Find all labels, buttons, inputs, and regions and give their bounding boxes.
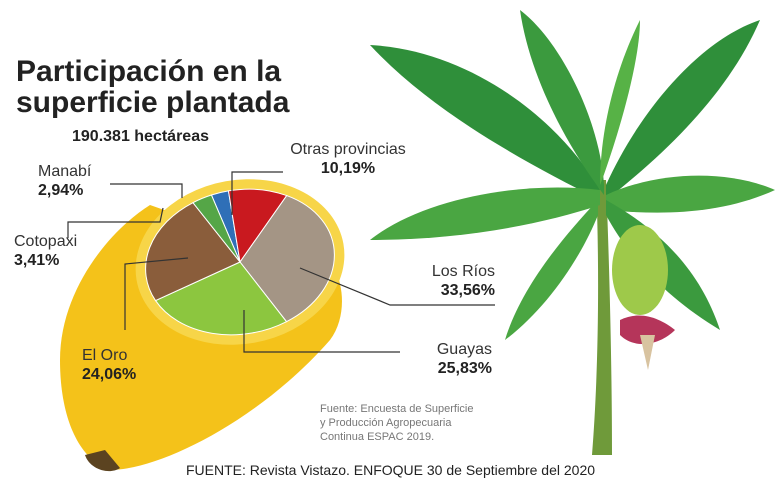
leader-lines	[67, 171, 495, 353]
category-name: Manabí	[38, 163, 92, 180]
value-label: 25,83%	[437, 360, 492, 377]
value-label: 10,19%	[320, 160, 376, 177]
chart-subtitle: 190.381 hectáreas	[72, 128, 209, 145]
value-label: 24,06%	[82, 366, 137, 383]
slice-label: Manabí 2,94%	[38, 162, 128, 200]
category-name: El Oro	[82, 347, 128, 364]
value-label: 33,56%	[440, 282, 495, 299]
pie-slice	[192, 194, 241, 263]
slice-label: Guayas 25,83%	[392, 340, 492, 378]
banana-plant	[370, 10, 775, 455]
category-name: Cotopaxi	[14, 233, 78, 250]
category-name: Los Ríos	[431, 263, 495, 280]
footer: FUENTE: Revista Vistazo. ENFOQUE 30 de S…	[185, 462, 596, 478]
category-name: Otras provincias	[290, 141, 406, 158]
chart-title: Participación en la superficie plantada	[16, 55, 290, 119]
value-label: 3,41%	[14, 252, 60, 269]
source-note: Fuente: Encuesta de Superficie y Producc…	[320, 403, 474, 443]
value-label: 2,94%	[38, 182, 84, 199]
slice-label: El Oro 24,06%	[82, 346, 182, 384]
slice-label: Los Ríos 33,56%	[395, 262, 495, 300]
slice-label: Cotopaxi 3,41%	[14, 232, 104, 270]
slice-label: Otras provincias 10,19%	[288, 140, 408, 178]
pie	[145, 188, 335, 336]
pie-slice	[239, 194, 335, 323]
pie-slice	[145, 202, 241, 302]
pie-slice	[154, 261, 288, 336]
category-name: Guayas	[436, 341, 492, 358]
